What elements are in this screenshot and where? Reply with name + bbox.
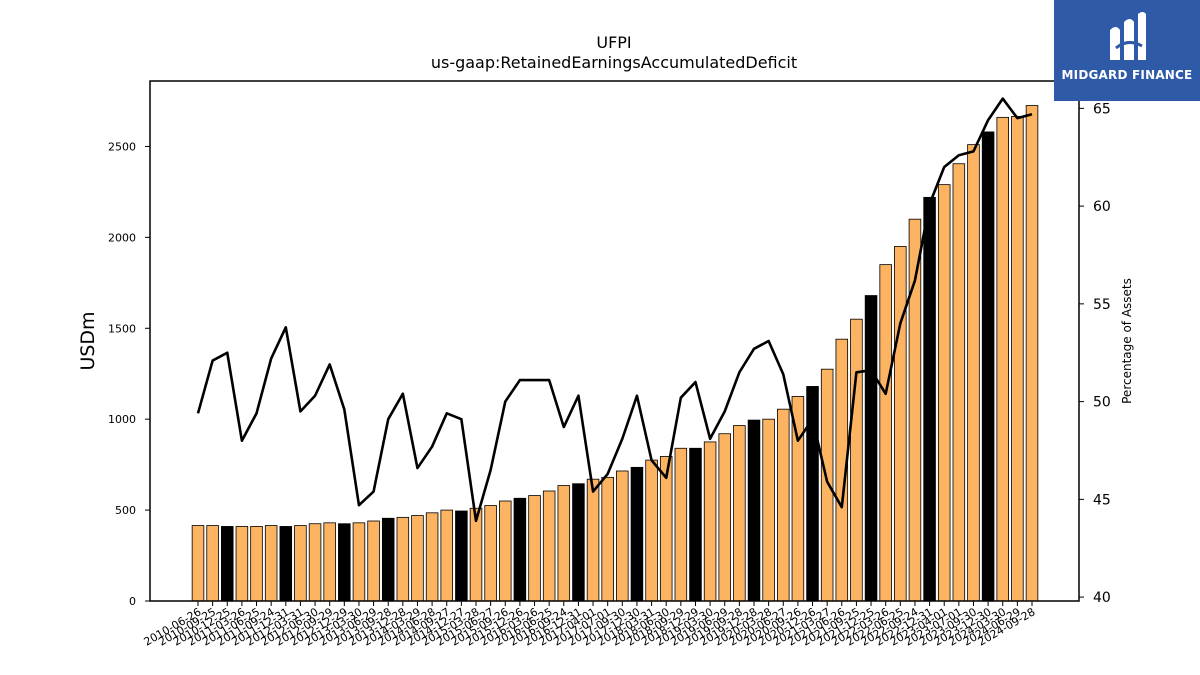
bar-2019-06-29 bbox=[718, 433, 731, 602]
bar-2013-09-28 bbox=[381, 517, 395, 602]
bar-2011-06-25 bbox=[250, 526, 263, 602]
bar-2024-03-30 bbox=[996, 116, 1009, 602]
bar-2012-06-30 bbox=[308, 523, 322, 602]
bars-layer bbox=[191, 105, 1039, 602]
bar-2022-06-25 bbox=[894, 246, 907, 602]
y-tick-label: 2500 bbox=[108, 140, 136, 153]
bar-2023-09-30 bbox=[967, 144, 980, 602]
brand-name: MIDGARD FINANCE bbox=[1061, 68, 1193, 82]
bar-2012-09-29 bbox=[323, 522, 336, 602]
y2-tick-label: 45 bbox=[1093, 492, 1111, 508]
bar-2017-09-30 bbox=[616, 470, 629, 602]
bar-2012-03-31 bbox=[294, 525, 307, 602]
bar-2018-09-29 bbox=[674, 447, 688, 602]
bar-2024-06-29 bbox=[1011, 116, 1024, 602]
chart-title: UFPI bbox=[596, 33, 631, 52]
bar-2023-04-01 bbox=[937, 184, 951, 602]
bar-2011-12-31 bbox=[279, 526, 293, 602]
bar-2016-09-24 bbox=[557, 485, 571, 602]
y2-tick-label: 50 bbox=[1093, 395, 1111, 411]
y2-axis-label: Percentage of Assets bbox=[1120, 278, 1134, 404]
bar-2017-12-30 bbox=[630, 466, 644, 602]
line-layer bbox=[196, 97, 1033, 523]
bar-2014-03-29 bbox=[411, 515, 424, 602]
bar-2022-12-31 bbox=[923, 196, 936, 602]
bar-2012-12-29 bbox=[338, 523, 351, 602]
y-tick-label: 1000 bbox=[108, 413, 136, 426]
y2-tick-label: 65 bbox=[1093, 101, 1111, 117]
bar-2021-09-25 bbox=[850, 318, 863, 602]
bar-2023-12-30 bbox=[981, 131, 995, 602]
bar-2019-03-30 bbox=[703, 441, 717, 602]
bar-2015-09-26 bbox=[499, 500, 512, 602]
bar-2011-09-24 bbox=[264, 525, 278, 602]
bar-2014-09-27 bbox=[440, 509, 453, 602]
y2-axis: 40 45 50 55 60 65 bbox=[1079, 101, 1111, 606]
bar-2010-12-25 bbox=[221, 526, 234, 602]
bar-2016-03-26 bbox=[528, 495, 541, 602]
bar-2020-03-28 bbox=[762, 418, 775, 602]
bar-2013-06-29 bbox=[367, 520, 380, 602]
y2-tick-label: 60 bbox=[1093, 199, 1111, 215]
bar-2011-03-26 bbox=[235, 526, 249, 602]
bar-2021-03-27 bbox=[820, 368, 834, 602]
bar-2017-04-01 bbox=[586, 478, 600, 602]
bar-2019-09-28 bbox=[733, 425, 746, 602]
plot-frame bbox=[149, 80, 1080, 602]
bar-2020-06-27 bbox=[777, 408, 790, 602]
bar-2010-06-26 bbox=[191, 525, 205, 602]
y2-tick-label: 55 bbox=[1093, 297, 1111, 313]
y-tick-label: 0 bbox=[129, 595, 136, 608]
y-axis-label: USDm bbox=[77, 311, 99, 370]
bar-2023-07-01 bbox=[952, 163, 966, 602]
percentage-line bbox=[196, 97, 1033, 523]
y-tick-label: 1500 bbox=[108, 322, 136, 335]
bar-2018-03-31 bbox=[645, 459, 658, 602]
chart-subtitle: us-gaap:RetainedEarningsAccumulatedDefic… bbox=[431, 53, 797, 72]
bar-2019-12-28 bbox=[747, 419, 761, 602]
bar-2016-12-31 bbox=[572, 483, 585, 602]
bar-2022-03-26 bbox=[879, 264, 892, 602]
bar-2014-06-28 bbox=[425, 512, 439, 602]
bar-2013-12-28 bbox=[396, 516, 410, 602]
brand-logo: MIDGARD FINANCE bbox=[1054, 0, 1200, 101]
bar-2018-12-29 bbox=[689, 447, 702, 602]
y2-tick-label: 40 bbox=[1093, 590, 1111, 606]
midgard-logo-icon bbox=[1110, 12, 1146, 60]
bar-2014-12-27 bbox=[455, 510, 468, 602]
bar-2024-09-28 bbox=[1025, 105, 1039, 602]
bar-2021-12-25 bbox=[864, 295, 878, 602]
bar-2015-06-27 bbox=[484, 505, 497, 602]
bar-2016-06-25 bbox=[542, 490, 556, 602]
x-axis: 2010-06-262010-09-252010-12-252011-03-26… bbox=[142, 601, 1038, 649]
bar-2015-12-26 bbox=[513, 497, 527, 602]
bar-2015-03-28 bbox=[469, 507, 483, 602]
bar-2017-07-01 bbox=[601, 476, 614, 602]
y-axis: 0 500 1000 1500 2000 2500 bbox=[108, 140, 150, 608]
bar-2013-03-30 bbox=[352, 522, 366, 602]
y-tick-label: 2000 bbox=[108, 231, 136, 244]
y-tick-label: 500 bbox=[115, 504, 136, 517]
bar-2010-09-25 bbox=[206, 525, 219, 602]
